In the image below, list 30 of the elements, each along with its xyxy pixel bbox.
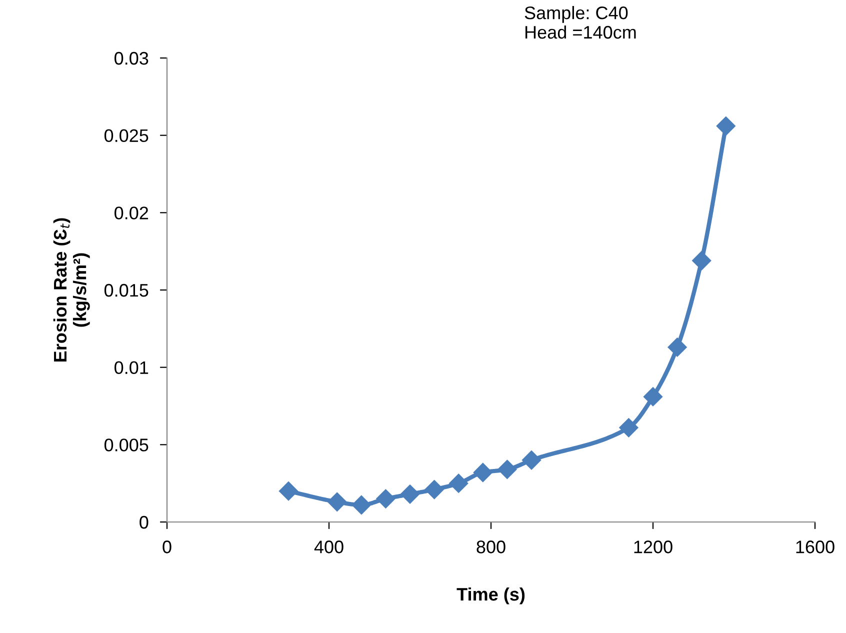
y-tick-label: 0.03 [114,52,148,65]
x-tick-label: 800 [476,540,506,554]
point [473,462,492,482]
x-tick-label: 1200 [634,540,672,554]
point [619,418,638,438]
point [692,251,712,270]
y-tick-label: 0.015 [104,284,148,297]
point [352,495,371,515]
point [278,482,298,501]
x-tick-label: 1600 [796,540,834,554]
y-tick-label: 0.01 [114,361,148,374]
point [376,489,396,508]
text: Sample: C40 Head =140cm [524,6,636,39]
y-tick-label: 0.02 [114,206,148,220]
text: Erosion Rate (Ɛ$_{t}$) (kg/s/m²) [53,218,90,362]
point [643,387,663,406]
y-tick-label: 0.025 [104,129,148,142]
x-tick-label: 400 [314,540,344,554]
x-axis-title: Time (s) [456,587,525,604]
point [716,116,736,136]
point [449,474,468,493]
point [668,338,687,357]
point [424,480,444,500]
y-tick-label: 0.005 [104,438,148,452]
point [400,484,420,504]
y-tick-label: 0 [140,516,148,529]
point [498,460,517,479]
x-tick-label: 0 [162,540,172,554]
point [328,492,347,512]
point [522,450,542,470]
